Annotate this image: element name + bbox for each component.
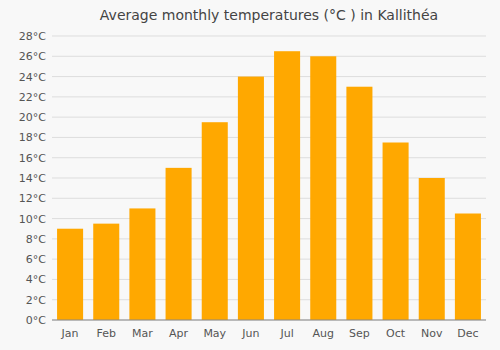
y-tick-label: 2°C — [26, 294, 46, 307]
grid-line — [52, 157, 486, 158]
grid-line — [52, 117, 486, 118]
y-tick-label: 22°C — [19, 91, 46, 104]
x-tick-label: May — [203, 327, 226, 340]
bar — [166, 168, 192, 320]
bar — [238, 77, 264, 320]
grid-line — [52, 76, 486, 77]
y-tick-label: 26°C — [19, 50, 46, 63]
y-tick-label: 16°C — [19, 152, 46, 165]
x-tick-label: Dec — [457, 327, 478, 340]
x-tick-label: Mar — [132, 327, 153, 340]
x-axis: Jan Feb Mar Apr May Jun Jul Aug Sep Oct Nov Dec — [52, 320, 486, 340]
bar — [455, 214, 481, 321]
x-tick-label: Jan — [61, 327, 79, 340]
y-tick-label: 20°C — [19, 111, 46, 124]
y-tick-label: 28°C — [19, 30, 46, 43]
bar — [383, 143, 409, 321]
grid-line — [52, 320, 486, 321]
bar — [346, 87, 372, 320]
grid-line — [52, 56, 486, 57]
bar — [419, 178, 445, 320]
bar — [57, 229, 83, 320]
y-tick-label: 10°C — [19, 213, 46, 226]
y-tick-label: 4°C — [26, 273, 46, 286]
y-tick-label: 8°C — [26, 233, 46, 246]
y-tick-label: 12°C — [19, 192, 46, 205]
y-tick-label: 18°C — [19, 131, 46, 144]
y-tick-label: 24°C — [19, 71, 46, 84]
y-tick-label: 14°C — [19, 172, 46, 185]
x-axis-line — [52, 320, 486, 321]
title: Average monthly temperatures (°C ) in Ka… — [100, 7, 438, 23]
bar — [274, 51, 300, 320]
y-tick-label: 6°C — [26, 253, 46, 266]
x-tick-label: Aug — [313, 327, 334, 340]
background — [0, 0, 500, 350]
bar — [93, 224, 119, 320]
bar — [129, 208, 155, 320]
bar — [310, 56, 336, 320]
x-tick-label: Nov — [421, 327, 443, 340]
x-tick-label: Oct — [386, 327, 406, 340]
x-tick-label: Jul — [279, 327, 293, 340]
y-axis: 0°C 2°C 4°C 6°C 8°C 10°C 12°C 14°C 16°C 18°C 20°C 2… — [19, 30, 486, 327]
grid-line — [52, 36, 486, 37]
y-tick-label: 0°C — [26, 314, 46, 327]
x-tick-label: Feb — [97, 327, 116, 340]
chart: Average monthly temperatures (°C ) in Ka… — [0, 0, 500, 350]
bars — [57, 51, 481, 320]
x-tick-label: Apr — [169, 327, 189, 340]
x-tick-label: Sep — [349, 327, 370, 340]
x-tick-label: Jun — [241, 327, 259, 340]
bar — [202, 122, 228, 320]
grid-line — [52, 96, 486, 97]
grid-line — [52, 137, 486, 138]
